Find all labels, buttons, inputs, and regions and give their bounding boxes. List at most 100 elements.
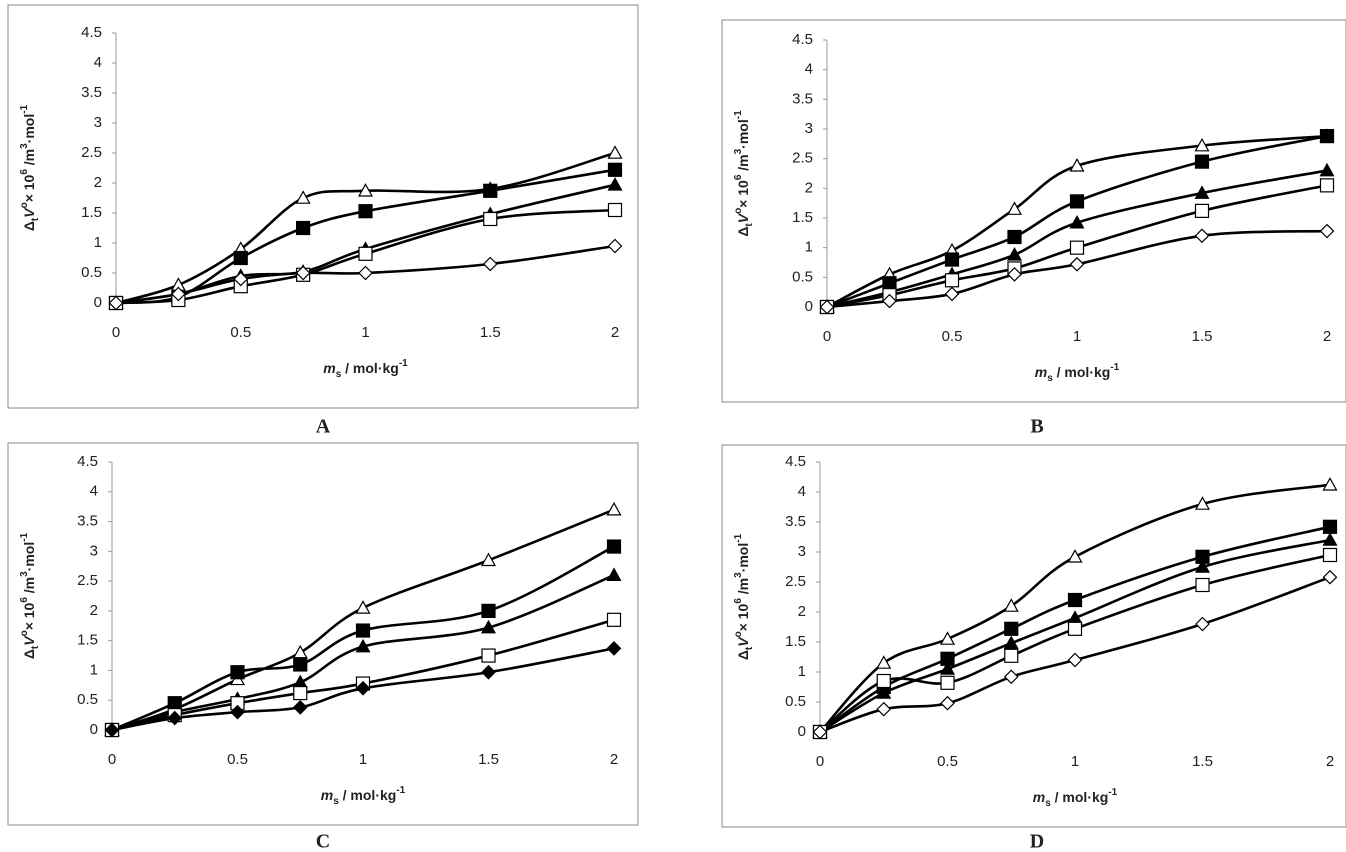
- marker: [608, 569, 621, 581]
- y-tick-label: 4: [798, 483, 806, 500]
- y-axis-label: ΔtVo× 106 /m3·mol-1: [19, 104, 41, 231]
- marker: [941, 676, 954, 689]
- marker: [1069, 622, 1082, 635]
- y-tick-label: 2: [94, 174, 102, 191]
- marker: [1071, 241, 1084, 254]
- y-axis-label-part: Δ: [735, 650, 751, 660]
- x-tick-label: 2: [1323, 328, 1331, 345]
- x-tick-label: 0.5: [942, 328, 963, 345]
- y-axis-label-part: -1: [19, 532, 30, 541]
- y-axis-label-part: -1: [19, 104, 30, 113]
- y-tick-label: 1.5: [785, 633, 806, 650]
- y-tick-label: 0: [90, 721, 98, 738]
- x-tick-label: 0: [112, 324, 120, 341]
- y-tick-label: 0.5: [785, 693, 806, 710]
- y-tick-label: 4.5: [785, 453, 806, 470]
- series-line: [112, 575, 614, 730]
- x-tick-label: 0: [108, 751, 116, 768]
- y-tick-label: 4.5: [81, 24, 102, 41]
- y-axis-label-part: ·mol: [735, 119, 751, 149]
- marker: [359, 205, 372, 218]
- x-axis-label-part: -1: [396, 785, 405, 796]
- marker: [609, 240, 622, 253]
- marker: [1321, 130, 1334, 143]
- marker: [1324, 520, 1337, 533]
- marker: [1008, 230, 1021, 243]
- marker: [1321, 225, 1334, 238]
- x-tick-label: 1: [361, 324, 369, 341]
- y-axis-label-part: ·mol: [21, 542, 37, 572]
- marker: [294, 646, 307, 658]
- y-tick-label: 1.5: [792, 209, 813, 226]
- series-line: [820, 485, 1330, 732]
- y-tick-label: 2: [805, 179, 813, 196]
- marker: [608, 642, 621, 655]
- y-tick-label: 2: [798, 603, 806, 620]
- marker: [1005, 649, 1018, 662]
- marker: [1324, 534, 1337, 546]
- y-tick-label: 3: [94, 114, 102, 131]
- y-axis-label-part: /m: [21, 149, 37, 169]
- y-tick-label: 1: [90, 661, 98, 678]
- y-axis-label-part: ·mol: [735, 543, 751, 573]
- x-axis-label-part: / mol·kg: [1051, 789, 1109, 805]
- chart-frame: [722, 20, 1346, 402]
- marker: [609, 147, 622, 159]
- y-tick-label: 2.5: [81, 144, 102, 161]
- marker: [609, 178, 622, 190]
- x-tick-label: 2: [1326, 753, 1334, 770]
- y-tick-label: 1: [798, 663, 806, 680]
- x-axis-label: ms / mol·kg-1: [321, 785, 406, 807]
- x-tick-label: 1.5: [1192, 328, 1213, 345]
- y-tick-label: 3.5: [792, 90, 813, 107]
- chart-frame: [8, 5, 638, 408]
- marker: [482, 666, 495, 679]
- x-axis-label: ms / mol·kg-1: [1035, 362, 1120, 384]
- x-tick-label: 1: [359, 751, 367, 768]
- marker: [482, 604, 495, 617]
- y-tick-label: 3: [798, 543, 806, 560]
- y-tick-label: 0.5: [792, 268, 813, 285]
- marker: [1196, 579, 1209, 592]
- x-axis-label-part: m: [323, 360, 335, 376]
- x-tick-label: 2: [611, 324, 619, 341]
- marker: [608, 503, 621, 515]
- panel-label: D: [1030, 831, 1044, 852]
- x-tick-label: 0.5: [227, 751, 248, 768]
- y-tick-label: 0.5: [81, 264, 102, 281]
- marker: [877, 675, 890, 688]
- y-tick-label: 2.5: [77, 572, 98, 589]
- marker: [946, 274, 959, 287]
- marker: [359, 247, 372, 260]
- x-tick-label: 1.5: [480, 324, 501, 341]
- y-tick-label: 4: [94, 54, 102, 71]
- x-tick-label: 1: [1071, 753, 1079, 770]
- marker: [877, 703, 890, 716]
- y-tick-label: 0.5: [77, 691, 98, 708]
- y-tick-label: 1: [94, 234, 102, 251]
- y-axis-label-part: × 10: [21, 602, 37, 630]
- series-line: [827, 171, 1327, 307]
- y-tick-label: 3.5: [785, 513, 806, 530]
- marker: [1321, 179, 1334, 192]
- x-axis-label-part: / mol·kg: [1053, 364, 1111, 380]
- marker: [357, 601, 370, 613]
- y-tick-label: 1: [805, 239, 813, 256]
- y-tick-label: 4: [90, 483, 98, 500]
- y-axis-label-part: Δ: [21, 649, 37, 659]
- marker: [1071, 195, 1084, 208]
- y-axis-label: ΔtVo× 106 /m3·mol-1: [733, 533, 755, 660]
- x-axis-label-part: m: [1035, 364, 1047, 380]
- x-axis-label-part: -1: [399, 358, 408, 369]
- marker: [1069, 550, 1082, 562]
- marker: [1196, 618, 1209, 631]
- x-axis-label: ms / mol·kg-1: [323, 358, 408, 380]
- marker: [1324, 571, 1337, 584]
- x-tick-label: 0: [823, 328, 831, 345]
- marker: [1005, 622, 1018, 635]
- marker: [1005, 670, 1018, 683]
- marker: [1196, 204, 1209, 217]
- marker: [231, 666, 244, 679]
